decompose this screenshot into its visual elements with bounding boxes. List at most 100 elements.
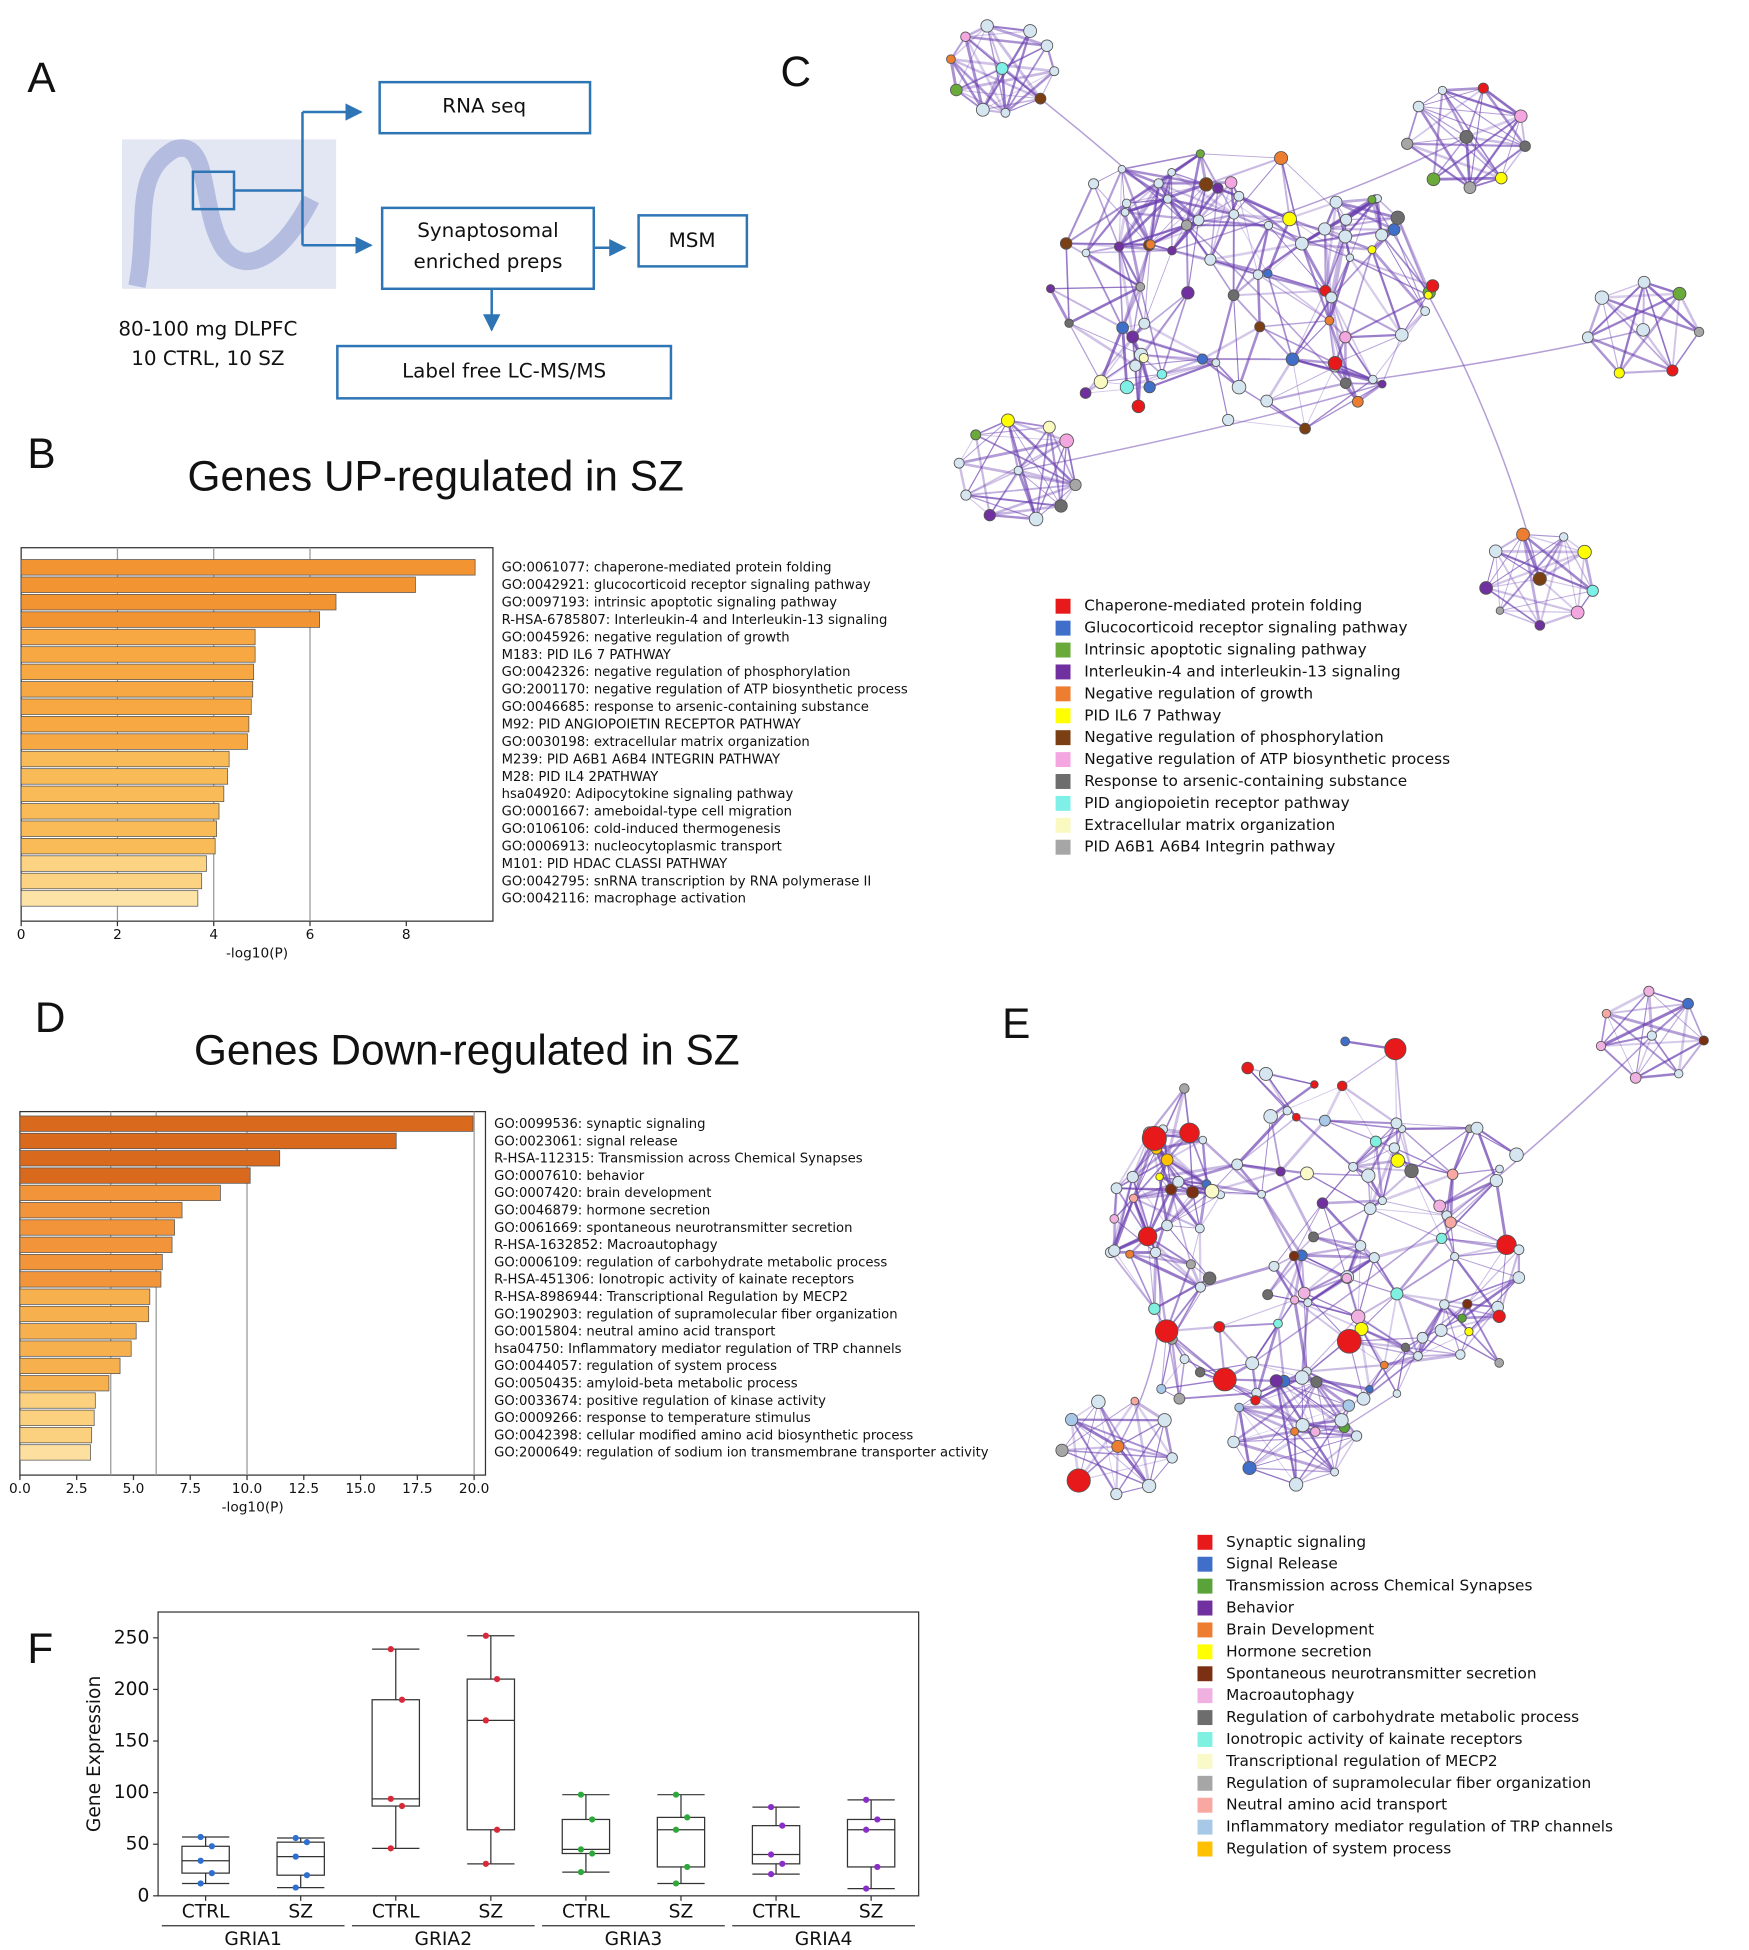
point [684,1863,691,1871]
node [1000,107,1011,118]
edge [1291,290,1326,360]
node [1111,1439,1125,1453]
edge [1166,1139,1204,1161]
point [577,1791,585,1798]
node [1646,1030,1657,1041]
edge [1304,383,1383,430]
step-box [637,214,749,268]
node [1413,1351,1423,1361]
node [1141,1125,1167,1151]
x-tick-label: 7.5 [179,1481,201,1497]
node [1273,1318,1283,1329]
bar [19,1150,281,1167]
node [1212,1367,1237,1392]
edge [1394,1049,1403,1129]
bar [19,1271,162,1288]
edge [1289,217,1373,251]
legend-label: Interleukin-4 and interleukin-13 signali… [1084,662,1400,680]
node [1354,1321,1369,1336]
edge [1160,1338,1173,1390]
node [1054,499,1068,513]
edge [1344,1393,1398,1428]
edge [1499,609,1578,614]
edge [975,426,1050,436]
point [589,1816,596,1823]
edge [1232,224,1270,296]
node [1179,1354,1190,1365]
edge [1139,244,1151,288]
node [1390,1117,1403,1130]
edge [1147,1236,1155,1309]
edge [1522,533,1594,592]
point [387,1845,394,1852]
edge [1152,1252,1158,1309]
edge [1352,1166,1383,1201]
edge [1648,990,1689,1005]
bar-label: GO:0006913: nucleocytoplasmic transport [502,839,782,854]
node [1288,1250,1300,1262]
point [208,1870,215,1877]
bar-label: GO:2001170: negative regulation of ATP b… [502,683,908,698]
edge [1117,182,1160,248]
edge [1248,1404,1350,1470]
node [1368,374,1378,385]
edge [1187,220,1200,293]
bar [20,872,203,890]
edge [1065,243,1070,324]
edge [1179,1391,1257,1400]
edge [1618,292,1681,374]
node [1674,1069,1684,1079]
edge [1439,1168,1500,1207]
x-axis-label: -log10(P) [226,946,288,962]
edge [1256,274,1262,327]
edge [1233,157,1282,215]
point [197,1857,204,1864]
edge [958,439,1067,465]
node [1113,241,1125,252]
edge [1118,224,1187,248]
step-label: enriched preps [413,250,562,273]
edge [1495,551,1501,611]
edge [1301,1244,1361,1257]
bar [20,576,416,593]
edge [1167,197,1235,216]
edge [1148,224,1188,247]
bar-label: GO:0044057: regulation of system process [494,1359,777,1374]
bar [20,559,476,576]
node [1512,1271,1526,1284]
edge [1485,587,1541,627]
edge [1635,1039,1705,1079]
point [672,1791,680,1798]
workflow-diagram: RNA seq Synaptosomal enriched preps MSM … [118,80,749,400]
edge [1321,1202,1362,1247]
step-label: Label free LC-MS/MS [402,360,606,383]
edge [1601,292,1680,299]
edge [1017,440,1068,472]
node [995,62,1009,75]
legend-label: Glucocorticoid receptor signaling pathwa… [1084,619,1407,637]
point [767,1851,775,1858]
edge [1323,1085,1344,1122]
bar [20,750,230,768]
edge [1148,1087,1186,1134]
edge [1115,1446,1119,1495]
edge [1642,329,1674,372]
edge [1396,1337,1423,1394]
edge [981,67,1004,111]
bar [20,646,256,663]
edge [1643,282,1674,371]
legend-label: Response to arsenic-containing substance [1084,772,1407,790]
node [1303,1298,1313,1308]
edge [1452,1127,1478,1175]
edge [1382,1200,1447,1216]
edge [1154,1251,1202,1288]
edge [1066,242,1151,246]
point [589,1850,596,1857]
node [1516,527,1530,542]
edge [1406,87,1484,145]
edge [1349,199,1373,258]
edge [1441,89,1468,138]
edge [1166,1194,1221,1226]
bar [19,1236,173,1253]
